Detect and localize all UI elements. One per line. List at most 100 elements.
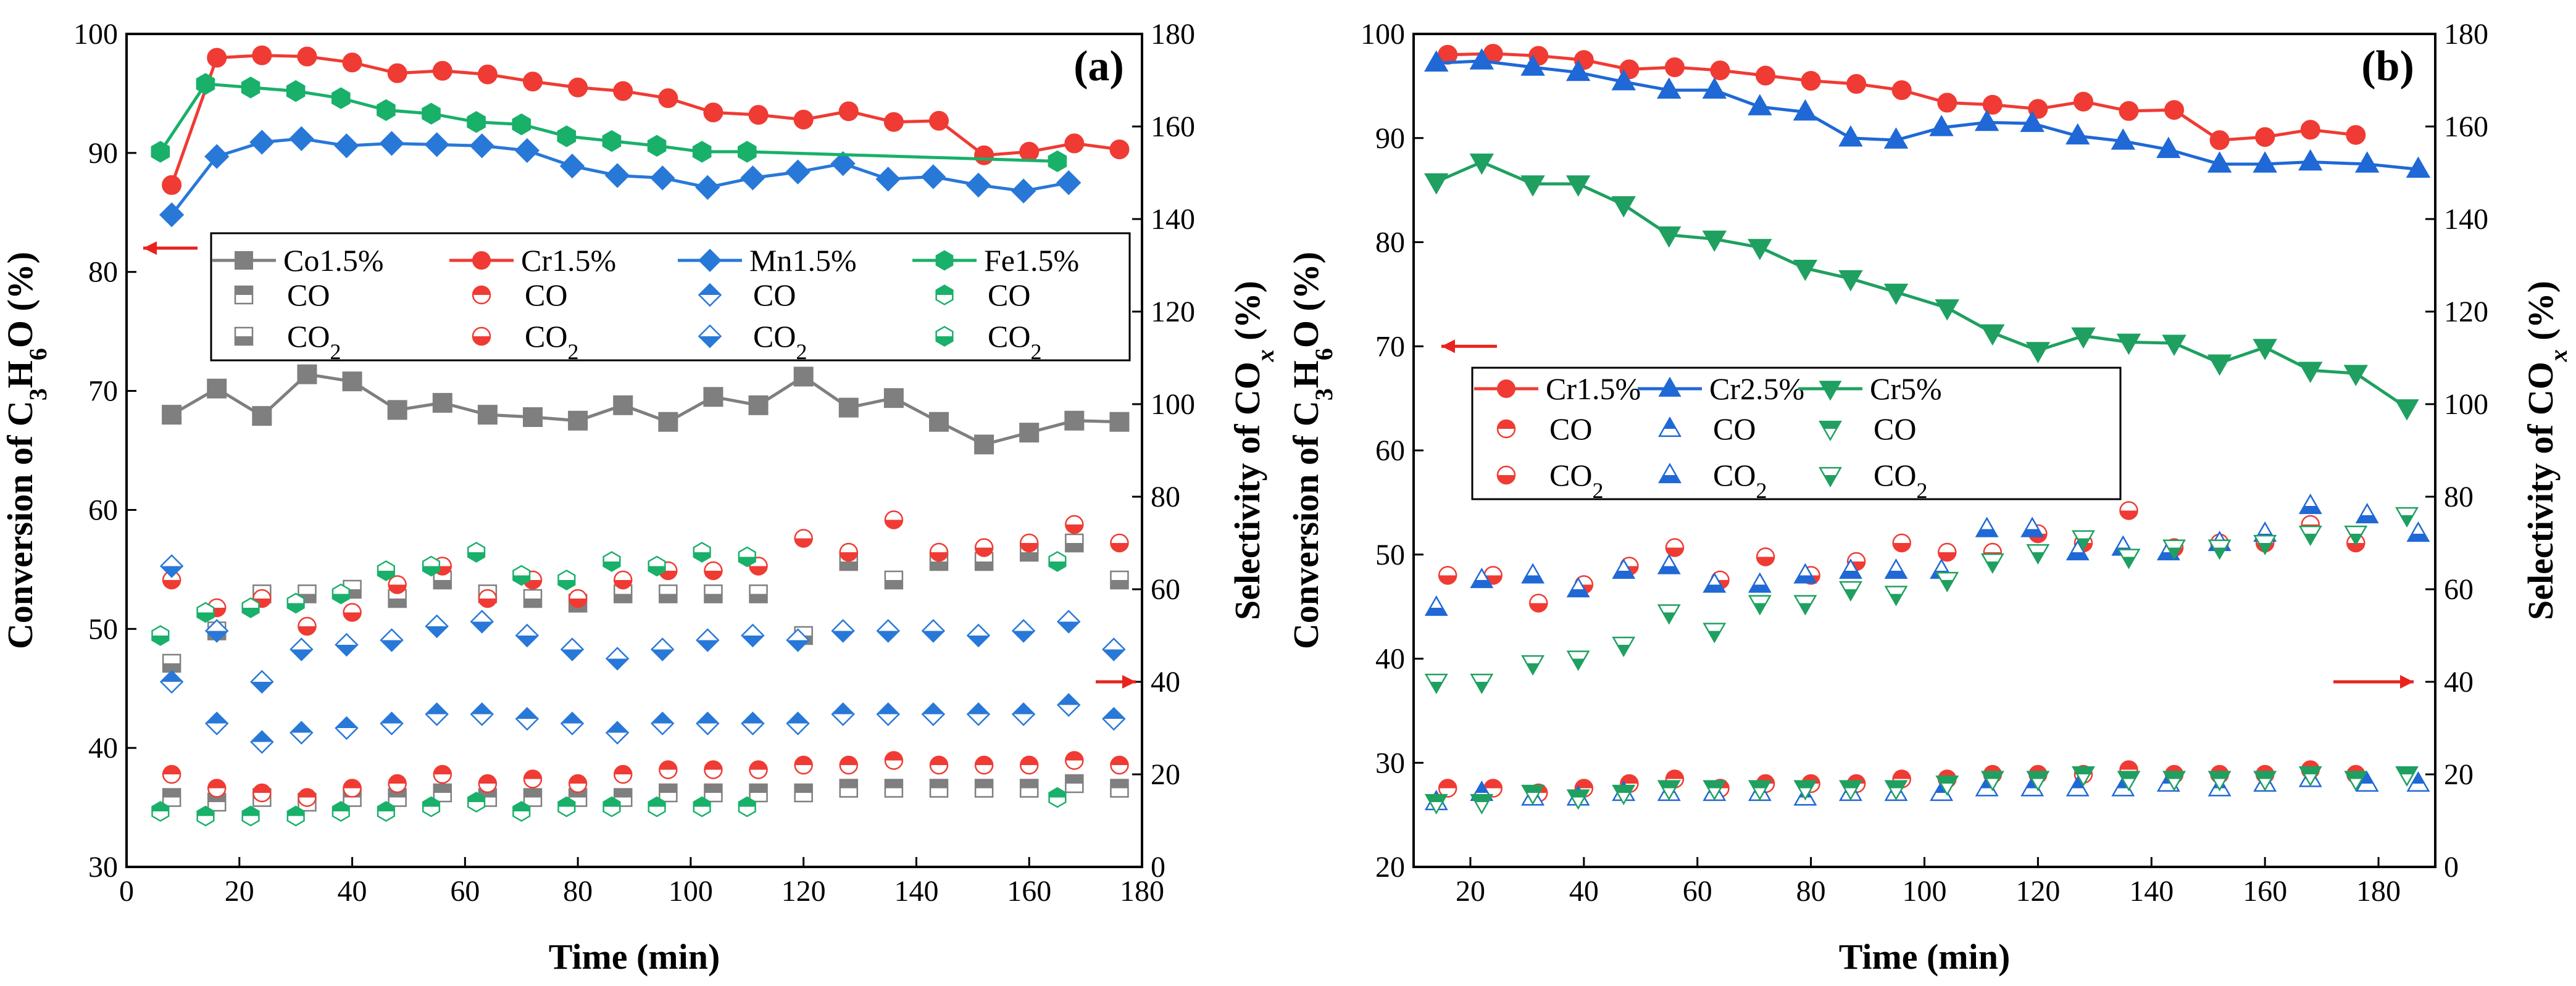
co2-selectivity-point [2162, 539, 2186, 560]
label-part: H [1286, 360, 1326, 388]
conversion-point-shape [1710, 60, 1730, 81]
co-selectivity-point [2395, 766, 2419, 787]
co-selectivity-point [290, 721, 314, 745]
co2-selectivity-point-shape [1111, 543, 1128, 552]
y-right-tick-label: 60 [2444, 573, 2474, 606]
conversion-point-shape [252, 406, 272, 426]
conversion-point [252, 406, 272, 426]
y-right-tick-label: 100 [2444, 388, 2488, 421]
co-selectivity-point-shape [2118, 771, 2140, 779]
conversion-point-shape [1048, 150, 1067, 173]
co2-selectivity-point-shape [335, 645, 357, 656]
co-selectivity-point-shape [1884, 780, 1908, 801]
co2-selectivity-point-shape [885, 520, 902, 529]
co-selectivity-point [252, 783, 272, 803]
co2-selectivity-point-shape [2120, 510, 2138, 520]
co2-selectivity-point [966, 623, 991, 648]
co-selectivity-point [2253, 771, 2277, 792]
co-selectivity-point [1110, 779, 1129, 798]
co2-selectivity-point-shape [2355, 502, 2379, 524]
x-tick-label: 120 [782, 875, 826, 908]
co2-selectivity-point-shape [613, 570, 633, 590]
legend-co-marker [1658, 416, 1682, 437]
co2-selectivity-point-shape [2356, 515, 2378, 523]
co2-selectivity-point-shape [2162, 539, 2186, 560]
conversion-point-shape [1937, 93, 1957, 113]
co-selectivity-point-shape [614, 766, 632, 774]
conversion-point [2065, 123, 2090, 145]
legend-co2-marker [234, 326, 254, 346]
co2-selectivity-point-shape [786, 628, 810, 652]
conversion-point-shape [658, 88, 678, 109]
y-right-tick-label: 180 [2444, 18, 2488, 51]
conversion-point [467, 111, 486, 133]
legend-series-label: Cr5% [1870, 371, 1942, 406]
co-selectivity-point [749, 760, 768, 779]
conversion-point-shape [1929, 115, 1954, 136]
conversion-point-shape [1891, 80, 1912, 101]
series-Fe [151, 73, 1067, 827]
conversion-point-shape [207, 48, 227, 68]
co-selectivity-point-shape [335, 716, 359, 740]
conversion-point-shape [1883, 127, 1909, 149]
co2-selectivity-point-shape [252, 589, 272, 608]
co2-selectivity-point-shape [831, 619, 855, 643]
co-selectivity-point-shape [2071, 777, 2084, 789]
legend-co-label: CO [988, 278, 1030, 312]
conversion-point [1702, 77, 1727, 99]
co2-selectivity-point-shape [2349, 534, 2362, 545]
legend-box [210, 232, 1131, 362]
co2-selectivity-point-shape [1884, 558, 1908, 579]
co-selectivity-point-shape [516, 708, 538, 719]
co2-selectivity-point-shape [1935, 571, 1959, 593]
co2-selectivity-point-shape [1893, 543, 1911, 552]
co-selectivity-point-shape [568, 774, 588, 793]
co2-selectivity-point [605, 647, 630, 671]
co-selectivity-point-shape [1020, 756, 1038, 765]
label-part: CO [1549, 458, 1592, 492]
co2-selectivity-point [196, 602, 215, 623]
co-selectivity-point-shape [704, 784, 722, 793]
y-left-tick-label: 100 [73, 18, 118, 51]
co-selectivity-point-shape [2344, 771, 2368, 792]
co2-selectivity-point-shape [2298, 493, 2322, 515]
conversion-point-shape [830, 151, 856, 176]
co-selectivity-point-shape [1019, 755, 1039, 775]
co-selectivity-point-shape [2395, 766, 2419, 787]
co2-selectivity-point-shape [1890, 594, 1903, 605]
y-left-axis-label: Conversion of C3H6O (%) [0, 252, 52, 649]
co2-selectivity-point-shape [2071, 530, 2095, 551]
co-selectivity-point [250, 730, 274, 754]
x-tick-label: 100 [1903, 875, 1947, 908]
co2-selectivity-point-shape [967, 636, 990, 647]
co2-selectivity-point-shape [1839, 558, 1862, 579]
x-tick-label: 180 [1120, 875, 1164, 908]
co2-selectivity-point-shape [241, 597, 260, 618]
y-right-tick-label: 20 [1151, 758, 1180, 791]
co-selectivity-point-shape [388, 774, 407, 793]
co-selectivity-point-shape [659, 783, 678, 803]
co-selectivity-point-shape [298, 789, 316, 798]
co-selectivity-point-shape [787, 713, 809, 724]
label-part: CO [525, 319, 567, 354]
x-tick-label: 60 [1683, 875, 1712, 908]
y-right-tick-label: 80 [2444, 481, 2474, 513]
conversion-point [883, 388, 904, 408]
y-left-tick-label: 90 [88, 137, 118, 170]
conversion-point [1702, 230, 1727, 252]
co2-selectivity-point-shape [1662, 612, 1675, 623]
legend-marker-shape [698, 249, 722, 272]
conversion-point-shape [1520, 175, 1545, 197]
label-part: 2 [1756, 478, 1767, 503]
label-part: 2 [796, 339, 807, 364]
conversion-point-shape [249, 130, 275, 155]
conversion-point [1748, 94, 1772, 115]
co2-selectivity-point [1793, 563, 1817, 584]
conversion-point [196, 73, 215, 95]
y-right-tick-label: 140 [2444, 203, 2488, 236]
co2-selectivity-point-shape [1471, 580, 1493, 587]
co2-selectivity-point [831, 619, 855, 643]
co-selectivity-point-shape [1475, 782, 1488, 793]
legend-co2-label: CO2 [1874, 458, 1927, 503]
co2-selectivity-point [250, 669, 274, 694]
